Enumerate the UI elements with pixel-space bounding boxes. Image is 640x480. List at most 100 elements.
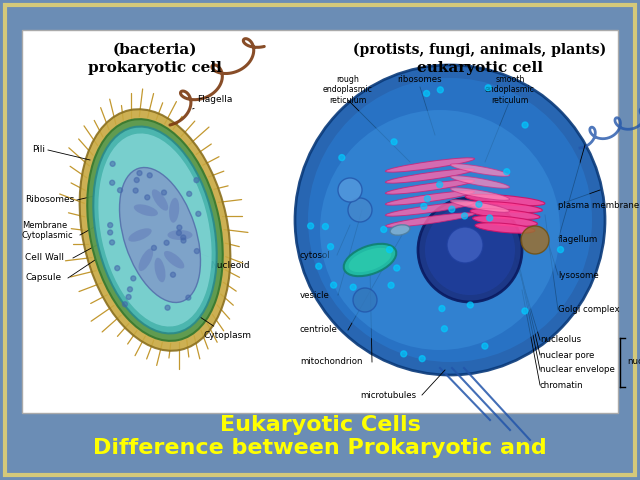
Circle shape [328,244,333,250]
Text: Membrane: Membrane [22,220,67,229]
Circle shape [161,190,166,195]
Circle shape [133,188,138,193]
Text: nuclear pore: nuclear pore [540,350,595,360]
Bar [22,30,618,413]
Circle shape [152,245,156,251]
Ellipse shape [152,189,168,211]
Circle shape [521,226,549,254]
Text: Difference between Prokaryotic and: Difference between Prokaryotic and [93,438,547,458]
Ellipse shape [99,133,212,326]
Ellipse shape [451,188,509,200]
Ellipse shape [385,169,475,183]
Ellipse shape [385,191,475,205]
Text: nucleolus: nucleolus [540,336,581,345]
Circle shape [338,178,362,202]
Ellipse shape [138,249,153,271]
Circle shape [122,302,127,307]
Ellipse shape [385,180,475,194]
Text: mitochondrion: mitochondrion [300,358,362,367]
Circle shape [131,276,136,281]
Circle shape [418,198,522,302]
Circle shape [421,204,427,209]
Circle shape [195,249,199,253]
Ellipse shape [451,176,509,188]
Text: Nucleoid: Nucleoid [193,251,250,269]
Circle shape [177,230,181,236]
Circle shape [442,326,447,332]
Ellipse shape [385,158,475,172]
Ellipse shape [120,168,200,302]
Ellipse shape [164,251,184,268]
Circle shape [467,302,473,308]
Circle shape [449,206,455,212]
Ellipse shape [451,164,509,176]
Circle shape [350,284,356,290]
Ellipse shape [344,244,396,276]
Circle shape [187,192,192,196]
Ellipse shape [134,204,158,216]
Ellipse shape [154,258,166,282]
Text: eukaryotic cell: eukaryotic cell [417,61,543,75]
Ellipse shape [87,119,223,341]
Circle shape [170,272,175,277]
Circle shape [147,173,152,178]
Circle shape [109,180,115,185]
Circle shape [308,223,314,229]
Circle shape [353,288,377,312]
Text: centriole: centriole [300,325,338,335]
Text: chromatin: chromatin [540,381,584,389]
Ellipse shape [468,202,542,213]
Circle shape [177,225,182,230]
Circle shape [394,265,400,271]
Ellipse shape [472,216,538,226]
Circle shape [108,230,113,235]
Ellipse shape [129,228,152,242]
Circle shape [180,235,186,240]
Circle shape [388,282,394,288]
Circle shape [316,263,322,269]
Circle shape [118,188,122,192]
Text: Pili: Pili [32,145,45,155]
Circle shape [424,196,430,202]
Circle shape [320,110,560,350]
Circle shape [425,205,515,295]
Ellipse shape [385,202,475,216]
Circle shape [181,238,186,243]
Ellipse shape [79,109,230,351]
Circle shape [164,240,169,245]
Ellipse shape [168,230,193,240]
Text: flagellum: flagellum [558,236,598,244]
Circle shape [115,265,120,271]
Text: plasma membrane: plasma membrane [558,201,639,209]
Text: Eukaryotic Cells: Eukaryotic Cells [220,415,420,435]
Text: vesicle: vesicle [300,290,330,300]
Circle shape [461,213,468,219]
Text: microtubules: microtubules [360,391,416,399]
Ellipse shape [385,213,475,227]
Circle shape [110,161,115,167]
Circle shape [482,343,488,349]
Circle shape [522,308,528,314]
Text: smooth
endoplasmic
reticulum: smooth endoplasmic reticulum [485,75,535,105]
Circle shape [424,91,429,96]
Circle shape [348,198,372,222]
Circle shape [485,85,491,91]
Circle shape [557,247,564,252]
Circle shape [522,122,528,128]
Circle shape [126,294,131,300]
Circle shape [447,227,483,263]
Circle shape [196,211,201,216]
Ellipse shape [465,194,545,205]
Ellipse shape [349,248,392,272]
Circle shape [437,87,444,93]
Text: nuclear envelope: nuclear envelope [540,365,615,374]
Circle shape [308,78,592,362]
Text: cytosol: cytosol [300,251,331,260]
Text: Cytoplasm: Cytoplasm [199,316,251,339]
Circle shape [137,170,142,176]
Text: (protists, fungi, animals, plants): (protists, fungi, animals, plants) [353,43,607,57]
Text: Ribosomes: Ribosomes [25,195,74,204]
Text: Flagella: Flagella [193,96,232,109]
Ellipse shape [169,198,179,223]
Ellipse shape [390,225,410,235]
